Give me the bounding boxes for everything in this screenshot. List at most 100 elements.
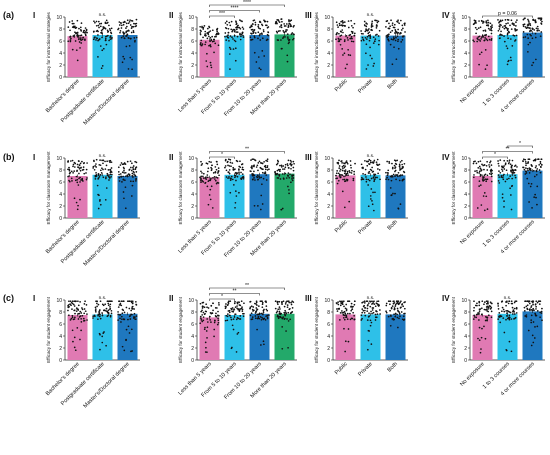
data-point: [258, 177, 261, 179]
data-point: [338, 24, 341, 27]
data-point: [400, 300, 402, 303]
data-point: [368, 31, 371, 34]
data-point: [350, 40, 353, 43]
data-point: [487, 19, 489, 22]
data-point: [513, 24, 515, 27]
data-point: [71, 308, 73, 310]
data-point: [280, 164, 283, 167]
y-tick-label: 0: [464, 216, 467, 222]
data-point: [231, 162, 234, 164]
data-point: [507, 59, 510, 62]
y-tick-label: 4: [191, 192, 194, 198]
data-point: [102, 309, 105, 312]
data-point: [199, 25, 201, 28]
data-point: [252, 158, 255, 161]
data-point: [209, 61, 212, 64]
data-point: [281, 303, 283, 306]
data-point: [482, 195, 485, 197]
data-point: [81, 179, 84, 181]
data-point: [342, 178, 344, 181]
data-point: [254, 159, 256, 161]
data-point: [70, 177, 73, 180]
data-point: [374, 316, 377, 319]
data-point: [80, 179, 82, 181]
data-point: [286, 163, 289, 165]
data-point: [539, 316, 542, 319]
data-point: [77, 166, 79, 169]
data-point: [261, 316, 263, 319]
data-point: [336, 24, 339, 26]
data-point: [210, 166, 212, 169]
data-point: [257, 305, 260, 307]
data-point: [73, 346, 76, 349]
data-point: [377, 168, 379, 170]
data-point: [390, 19, 392, 22]
data-point: [287, 346, 289, 349]
data-point: [502, 308, 505, 311]
data-point: [285, 301, 287, 304]
data-point: [515, 300, 518, 303]
data-point: [349, 171, 351, 174]
data-point: [501, 166, 504, 169]
data-point: [218, 174, 220, 177]
data-point: [80, 312, 83, 314]
data-point: [505, 169, 508, 172]
data-point: [533, 196, 536, 198]
data-point: [241, 310, 244, 312]
y-axis-label: Efficacy for classroom management: [46, 151, 51, 225]
data-point: [484, 37, 486, 39]
data-point: [337, 40, 340, 43]
data-point: [227, 36, 230, 39]
data-point: [127, 22, 130, 25]
data-point: [268, 314, 270, 316]
data-point: [135, 179, 137, 182]
data-point: [394, 303, 397, 306]
data-point: [386, 160, 388, 163]
data-point: [350, 19, 352, 22]
data-point: [539, 171, 542, 174]
data-point: [124, 186, 127, 189]
data-point: [72, 165, 74, 168]
data-point: [511, 171, 514, 174]
data-point: [77, 300, 79, 303]
data-point: [479, 167, 482, 170]
data-point: [532, 61, 535, 64]
data-point: [504, 163, 507, 166]
data-point: [538, 29, 540, 32]
data-point: [206, 326, 209, 329]
data-point: [349, 312, 351, 315]
data-point: [199, 322, 202, 325]
data-point: [120, 24, 123, 27]
data-point: [536, 301, 539, 304]
data-point: [497, 179, 500, 182]
data-point: [478, 35, 481, 38]
data-point: [339, 300, 341, 303]
data-point: [535, 308, 537, 310]
data-point: [403, 22, 406, 25]
data-point: [254, 317, 257, 320]
data-point: [516, 29, 518, 31]
data-point: [340, 20, 342, 23]
data-point: [83, 308, 86, 310]
data-point: [226, 23, 229, 26]
data-point: [524, 300, 527, 303]
data-point: [373, 173, 375, 176]
data-point: [253, 29, 255, 32]
data-point: [95, 24, 98, 27]
data-point: [367, 205, 370, 208]
data-point: [505, 310, 508, 312]
data-point: [372, 307, 375, 309]
data-point: [401, 167, 404, 169]
data-point: [350, 24, 353, 27]
data-point: [240, 300, 243, 303]
data-point: [228, 311, 231, 314]
data-point: [286, 33, 289, 35]
data-point: [508, 318, 511, 321]
data-point: [279, 315, 282, 318]
panel-label: I: [33, 294, 35, 303]
data-point: [340, 173, 343, 176]
data-point: [203, 313, 206, 316]
data-point: [379, 178, 381, 181]
data-point: [369, 319, 372, 322]
data-point: [122, 191, 125, 193]
